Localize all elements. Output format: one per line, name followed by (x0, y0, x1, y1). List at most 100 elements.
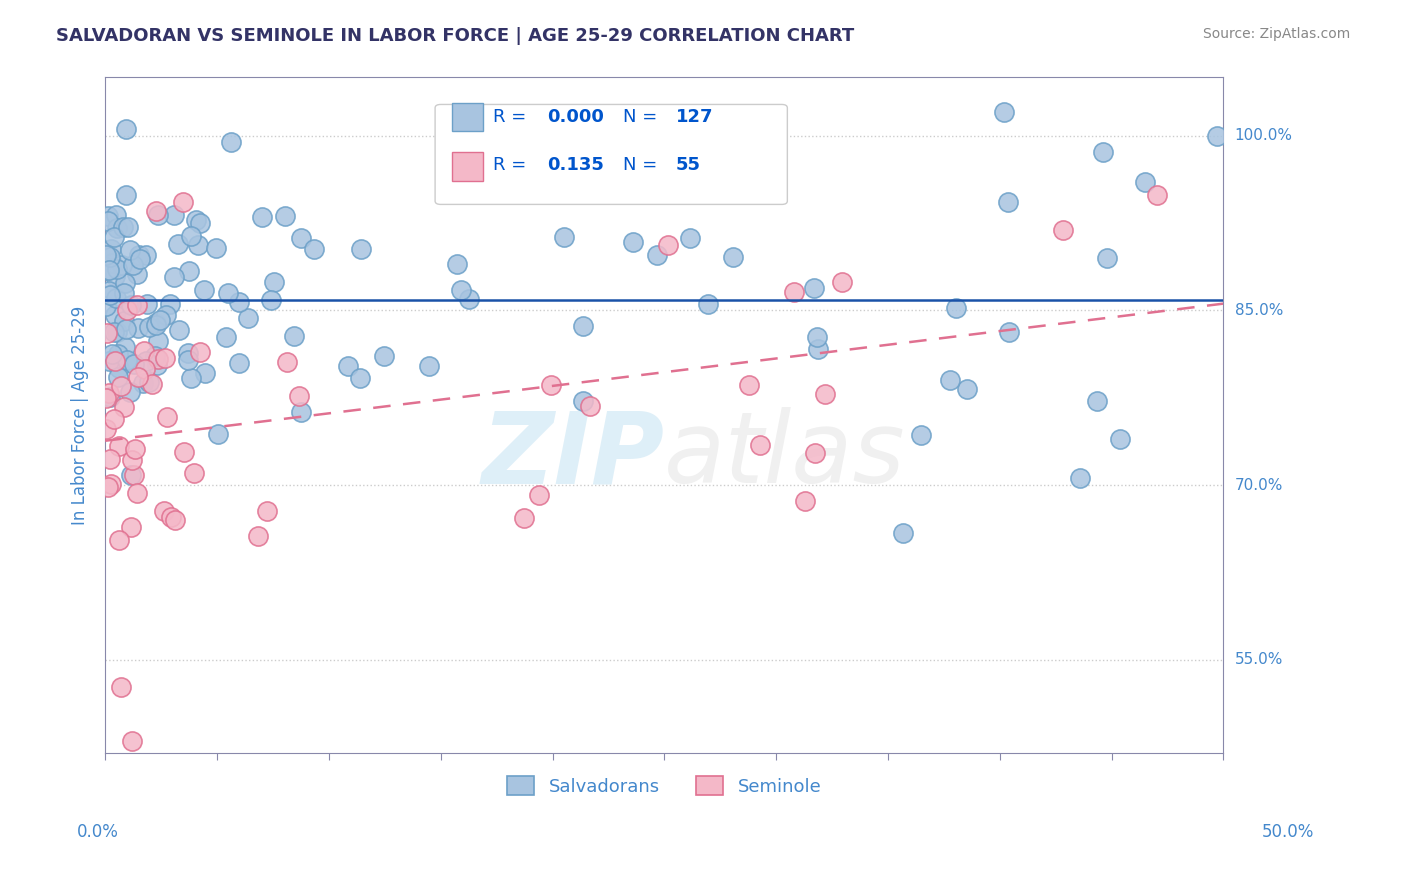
Point (107, 370, 129, 384)
Point (112, 401, 135, 415)
Point (112, 286, 135, 301)
Point (145, 358, 167, 372)
Point (110, 379, 132, 393)
Point (679, 230, 702, 244)
Point (1205, 128, 1227, 143)
Point (111, 219, 134, 234)
Point (236, 310, 259, 325)
Point (163, 513, 186, 527)
Point (122, 468, 145, 483)
Point (121, 258, 143, 272)
Point (97, 214, 120, 228)
Point (250, 210, 273, 224)
Point (349, 371, 371, 385)
Point (104, 308, 127, 322)
Point (138, 376, 160, 390)
Point (141, 376, 163, 391)
Point (910, 428, 932, 442)
Point (572, 393, 595, 408)
Point (215, 330, 238, 344)
Point (228, 356, 250, 370)
Text: ZIP: ZIP (481, 407, 665, 504)
Point (94, 248, 117, 262)
Point (103, 230, 125, 244)
Point (662, 185, 685, 199)
Point (217, 286, 239, 301)
Point (749, 438, 772, 452)
Point (193, 283, 215, 297)
Point (105, 325, 128, 339)
Point (993, 105, 1015, 120)
Text: 0.135: 0.135 (547, 156, 603, 174)
Text: 100.0%: 100.0% (1234, 128, 1292, 143)
Point (96, 299, 118, 313)
Point (115, 122, 138, 136)
Point (945, 301, 967, 315)
Y-axis label: In Labor Force | Age 25-29: In Labor Force | Age 25-29 (72, 306, 89, 524)
Point (118, 385, 141, 400)
Point (111, 258, 134, 272)
Text: R =: R = (494, 156, 533, 174)
Point (125, 267, 148, 281)
Point (998, 325, 1021, 339)
Point (288, 389, 311, 403)
Point (180, 229, 202, 244)
Point (105, 291, 128, 305)
Point (276, 355, 298, 369)
Point (100, 390, 122, 404)
Text: 70.0%: 70.0% (1234, 477, 1282, 492)
Point (98, 451, 121, 466)
Point (184, 212, 207, 227)
Point (283, 329, 305, 343)
Point (697, 297, 720, 311)
Point (450, 283, 472, 297)
Legend: Salvadorans, Seminole: Salvadorans, Seminole (498, 767, 831, 805)
Point (540, 378, 562, 392)
Point (145, 349, 167, 363)
Point (939, 373, 962, 387)
Point (177, 264, 200, 278)
Point (121, 734, 143, 748)
Point (418, 359, 440, 373)
Point (256, 503, 278, 517)
Point (194, 366, 217, 380)
Text: 0.000: 0.000 (547, 108, 603, 127)
Point (804, 446, 827, 460)
Point (831, 275, 853, 289)
Point (129, 252, 152, 266)
Text: 85.0%: 85.0% (1234, 303, 1282, 318)
Point (738, 378, 761, 392)
Point (138, 320, 160, 334)
Text: 127: 127 (675, 108, 713, 127)
Point (1052, 223, 1074, 237)
Point (721, 250, 744, 264)
Point (98, 385, 121, 400)
Point (228, 294, 250, 309)
Point (155, 308, 177, 322)
Point (104, 268, 127, 283)
Point (172, 194, 194, 209)
Point (1133, 175, 1156, 189)
Point (96, 263, 118, 277)
Point (446, 257, 468, 271)
Point (647, 248, 669, 262)
Point (98, 354, 121, 368)
Point (132, 376, 155, 390)
Point (107, 221, 129, 235)
Point (107, 347, 129, 361)
Point (553, 229, 575, 244)
FancyBboxPatch shape (434, 104, 787, 204)
Point (657, 237, 679, 252)
Point (145, 203, 167, 218)
Text: 55.0%: 55.0% (1234, 652, 1282, 667)
Point (579, 399, 602, 413)
Text: R =: R = (494, 108, 533, 127)
Point (205, 241, 228, 255)
Point (135, 297, 157, 311)
Text: atlas: atlas (665, 407, 905, 504)
Point (145, 318, 167, 333)
Point (128, 370, 150, 384)
Point (572, 319, 595, 334)
Point (100, 242, 122, 256)
Point (114, 276, 136, 290)
